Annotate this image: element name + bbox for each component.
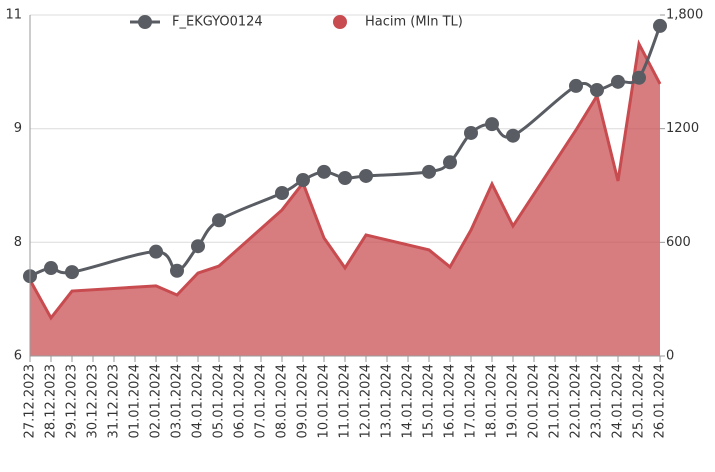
line-marker bbox=[464, 125, 478, 140]
line-marker bbox=[611, 74, 625, 89]
x-tick-label: 27.12.2023 bbox=[23, 364, 38, 438]
y2-tick-label: 600 bbox=[666, 235, 691, 250]
line-marker bbox=[653, 18, 667, 33]
legend-label: Hacim (Mln TL) bbox=[365, 15, 463, 30]
area bbox=[30, 43, 660, 357]
x-tick-label: 06.01.2024 bbox=[233, 364, 248, 438]
y-tick-label: 9 bbox=[14, 121, 22, 136]
line-marker bbox=[506, 128, 520, 143]
x-tick-label: 25.01.2024 bbox=[632, 364, 647, 438]
line-marker bbox=[296, 173, 310, 188]
y-tick-label: 8 bbox=[14, 235, 22, 250]
x-tick-label: 11.01.2024 bbox=[338, 364, 353, 438]
line-marker bbox=[65, 265, 79, 280]
x-tick-label: 20.01.2024 bbox=[527, 364, 542, 438]
x-tick-label: 09.01.2024 bbox=[296, 364, 311, 438]
x-tick-label: 04.01.2024 bbox=[191, 364, 206, 438]
line-marker bbox=[149, 244, 163, 259]
line-marker bbox=[338, 170, 352, 185]
x-tick-label: 12.01.2024 bbox=[359, 364, 374, 438]
line-marker bbox=[569, 78, 583, 93]
legend-label: F_EKGYO0124 bbox=[172, 15, 263, 30]
x-tick-label: 03.01.2024 bbox=[170, 364, 185, 438]
legend-symbol bbox=[138, 15, 152, 29]
line-marker bbox=[443, 155, 457, 170]
line-marker bbox=[359, 168, 373, 183]
legend-symbol bbox=[333, 15, 347, 29]
x-tick-label: 21.01.2024 bbox=[548, 364, 563, 438]
y-tick-label: 6 bbox=[14, 349, 22, 364]
y2-tick-label: 0 bbox=[666, 349, 674, 364]
x-tick-label: 26.01.2024 bbox=[653, 364, 668, 438]
y2-tick-label: 1,800 bbox=[666, 8, 703, 23]
x-tick-label: 16.01.2024 bbox=[443, 364, 458, 438]
line-marker bbox=[317, 164, 331, 179]
x-tick-label: 24.01.2024 bbox=[611, 364, 626, 438]
x-tick-label: 31.12.2023 bbox=[107, 364, 122, 438]
line-marker bbox=[590, 83, 604, 98]
line-marker bbox=[212, 213, 226, 228]
x-tick-label: 29.12.2023 bbox=[65, 364, 80, 438]
x-tick-label: 02.01.2024 bbox=[149, 364, 164, 438]
x-tick-label: 07.01.2024 bbox=[254, 364, 269, 438]
x-tick-label: 22.01.2024 bbox=[569, 364, 584, 438]
line-marker bbox=[275, 186, 289, 201]
x-tick-label: 01.01.2024 bbox=[128, 364, 143, 438]
x-tick-label: 14.01.2024 bbox=[401, 364, 416, 438]
line-marker bbox=[191, 239, 205, 254]
x-tick-label: 15.01.2024 bbox=[422, 364, 437, 438]
x-tick-label: 28.12.2023 bbox=[44, 364, 59, 438]
y2-tick-label: 1200 bbox=[666, 121, 699, 136]
x-tick-label: 23.01.2024 bbox=[590, 364, 605, 438]
area-edge bbox=[28, 39, 662, 321]
line-marker bbox=[170, 263, 184, 278]
x-tick-label: 30.12.2023 bbox=[86, 364, 101, 438]
legend: F_EKGYO0124 Hacim (Mln TL) bbox=[130, 15, 463, 30]
x-tick-label: 18.01.2024 bbox=[485, 364, 500, 438]
line-marker bbox=[422, 164, 436, 179]
line-marker bbox=[485, 117, 499, 132]
x-tick-label: 05.01.2024 bbox=[212, 364, 227, 438]
x-tick-label: 08.01.2024 bbox=[275, 364, 290, 438]
x-tick-label: 19.01.2024 bbox=[506, 364, 521, 438]
x-tick-label: 17.01.2024 bbox=[464, 364, 479, 438]
y-tick-label: 11 bbox=[5, 8, 22, 23]
line-marker bbox=[44, 261, 58, 276]
line-marker bbox=[632, 70, 646, 85]
x-tick-label: 10.01.2024 bbox=[317, 364, 332, 438]
x-tick-label: 13.01.2024 bbox=[380, 364, 395, 438]
